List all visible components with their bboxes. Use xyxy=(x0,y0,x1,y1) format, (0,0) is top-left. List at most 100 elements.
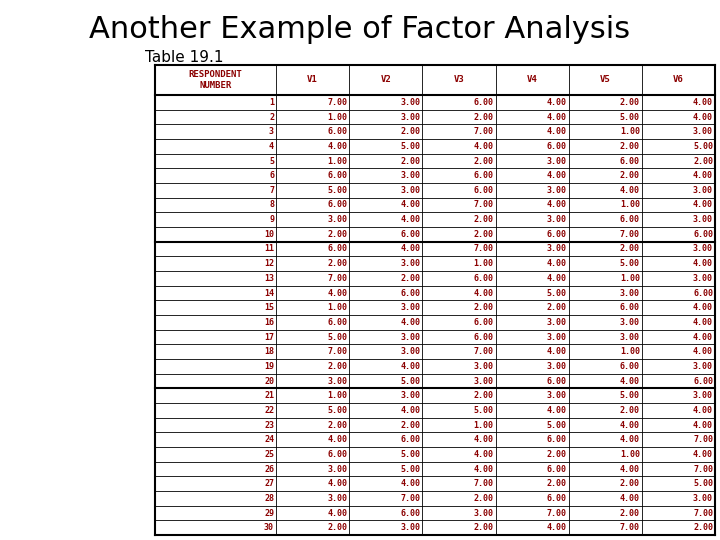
Text: 2.00: 2.00 xyxy=(474,303,493,312)
Text: 6.00: 6.00 xyxy=(620,157,640,165)
Text: 7.00: 7.00 xyxy=(327,274,347,283)
Text: 2.00: 2.00 xyxy=(620,245,640,253)
Text: 2.00: 2.00 xyxy=(327,230,347,239)
Text: 6.00: 6.00 xyxy=(693,376,713,386)
Text: 30: 30 xyxy=(264,523,274,532)
Text: 7: 7 xyxy=(269,186,274,195)
Text: 6.00: 6.00 xyxy=(327,245,347,253)
Text: 3.00: 3.00 xyxy=(400,333,420,341)
Text: 3.00: 3.00 xyxy=(400,347,420,356)
Text: 4.00: 4.00 xyxy=(474,450,493,459)
Text: 4.00: 4.00 xyxy=(546,171,567,180)
Text: 6.00: 6.00 xyxy=(400,435,420,444)
Text: V3: V3 xyxy=(454,76,464,84)
Text: 5.00: 5.00 xyxy=(327,186,347,195)
Text: 3.00: 3.00 xyxy=(400,523,420,532)
Text: 6.00: 6.00 xyxy=(327,127,347,136)
Text: 1: 1 xyxy=(269,98,274,107)
Text: 2.00: 2.00 xyxy=(327,259,347,268)
Text: 2.00: 2.00 xyxy=(620,406,640,415)
Text: V5: V5 xyxy=(600,76,611,84)
Text: 6.00: 6.00 xyxy=(620,215,640,224)
Text: 4.00: 4.00 xyxy=(693,303,713,312)
Text: 3.00: 3.00 xyxy=(400,112,420,122)
Text: 3.00: 3.00 xyxy=(327,494,347,503)
Text: 11: 11 xyxy=(264,245,274,253)
Text: 2.00: 2.00 xyxy=(474,494,493,503)
Text: 7.00: 7.00 xyxy=(474,347,493,356)
Text: 2.00: 2.00 xyxy=(474,391,493,400)
Text: 4.00: 4.00 xyxy=(327,509,347,517)
Text: 6.00: 6.00 xyxy=(546,494,567,503)
Text: 3.00: 3.00 xyxy=(474,376,493,386)
Text: 1.00: 1.00 xyxy=(327,303,347,312)
Text: 6.00: 6.00 xyxy=(546,230,567,239)
Text: 4.00: 4.00 xyxy=(693,112,713,122)
Text: 6.00: 6.00 xyxy=(693,230,713,239)
Text: 1.00: 1.00 xyxy=(327,157,347,165)
Text: 18: 18 xyxy=(264,347,274,356)
Text: 6.00: 6.00 xyxy=(546,464,567,474)
Text: 5.00: 5.00 xyxy=(400,450,420,459)
Text: 5: 5 xyxy=(269,157,274,165)
Text: 4.00: 4.00 xyxy=(400,406,420,415)
Text: 10: 10 xyxy=(264,230,274,239)
Text: 4.00: 4.00 xyxy=(693,450,713,459)
Text: 7.00: 7.00 xyxy=(693,435,713,444)
Text: 17: 17 xyxy=(264,333,274,341)
Text: 4.00: 4.00 xyxy=(693,421,713,429)
Text: 6: 6 xyxy=(269,171,274,180)
Text: V4: V4 xyxy=(527,76,537,84)
Text: 15: 15 xyxy=(264,303,274,312)
Text: 1.00: 1.00 xyxy=(620,347,640,356)
Text: 1.00: 1.00 xyxy=(620,274,640,283)
Text: RESPONDENT
NUMBER: RESPONDENT NUMBER xyxy=(189,70,243,90)
Text: 4.00: 4.00 xyxy=(327,142,347,151)
Text: 27: 27 xyxy=(264,479,274,488)
Text: 2.00: 2.00 xyxy=(546,450,567,459)
Text: 12: 12 xyxy=(264,259,274,268)
Text: 4.00: 4.00 xyxy=(546,200,567,210)
Text: 4.00: 4.00 xyxy=(620,376,640,386)
Text: 3.00: 3.00 xyxy=(620,318,640,327)
Text: 2.00: 2.00 xyxy=(474,215,493,224)
Text: 5.00: 5.00 xyxy=(474,406,493,415)
Text: 2.00: 2.00 xyxy=(400,127,420,136)
Text: 4: 4 xyxy=(269,142,274,151)
Text: 3.00: 3.00 xyxy=(546,215,567,224)
Text: 2.00: 2.00 xyxy=(546,479,567,488)
Text: 6.00: 6.00 xyxy=(474,274,493,283)
Text: 3.00: 3.00 xyxy=(327,376,347,386)
Text: 26: 26 xyxy=(264,464,274,474)
Text: 6.00: 6.00 xyxy=(546,376,567,386)
Text: 5.00: 5.00 xyxy=(620,112,640,122)
Text: 3.00: 3.00 xyxy=(693,391,713,400)
Text: 4.00: 4.00 xyxy=(546,127,567,136)
Text: 4.00: 4.00 xyxy=(474,464,493,474)
Text: 5.00: 5.00 xyxy=(693,142,713,151)
Text: 3.00: 3.00 xyxy=(474,509,493,517)
Text: 7.00: 7.00 xyxy=(400,494,420,503)
Text: 4.00: 4.00 xyxy=(546,112,567,122)
Text: 3.00: 3.00 xyxy=(400,259,420,268)
Text: 4.00: 4.00 xyxy=(693,333,713,341)
Text: 4.00: 4.00 xyxy=(400,318,420,327)
Text: 2.00: 2.00 xyxy=(620,479,640,488)
Text: 6.00: 6.00 xyxy=(474,318,493,327)
Text: 2.00: 2.00 xyxy=(693,523,713,532)
Text: 6.00: 6.00 xyxy=(400,288,420,298)
Text: 3.00: 3.00 xyxy=(693,245,713,253)
Text: 2.00: 2.00 xyxy=(327,523,347,532)
Text: 2.00: 2.00 xyxy=(620,142,640,151)
Text: 4.00: 4.00 xyxy=(400,200,420,210)
Text: 3.00: 3.00 xyxy=(474,362,493,371)
Text: 1.00: 1.00 xyxy=(327,112,347,122)
Text: 6.00: 6.00 xyxy=(474,186,493,195)
Text: 5.00: 5.00 xyxy=(327,333,347,341)
Text: 3.00: 3.00 xyxy=(546,186,567,195)
Text: 24: 24 xyxy=(264,435,274,444)
Text: 2: 2 xyxy=(269,112,274,122)
Text: 4.00: 4.00 xyxy=(620,464,640,474)
Text: 7.00: 7.00 xyxy=(693,509,713,517)
Text: 3.00: 3.00 xyxy=(620,288,640,298)
